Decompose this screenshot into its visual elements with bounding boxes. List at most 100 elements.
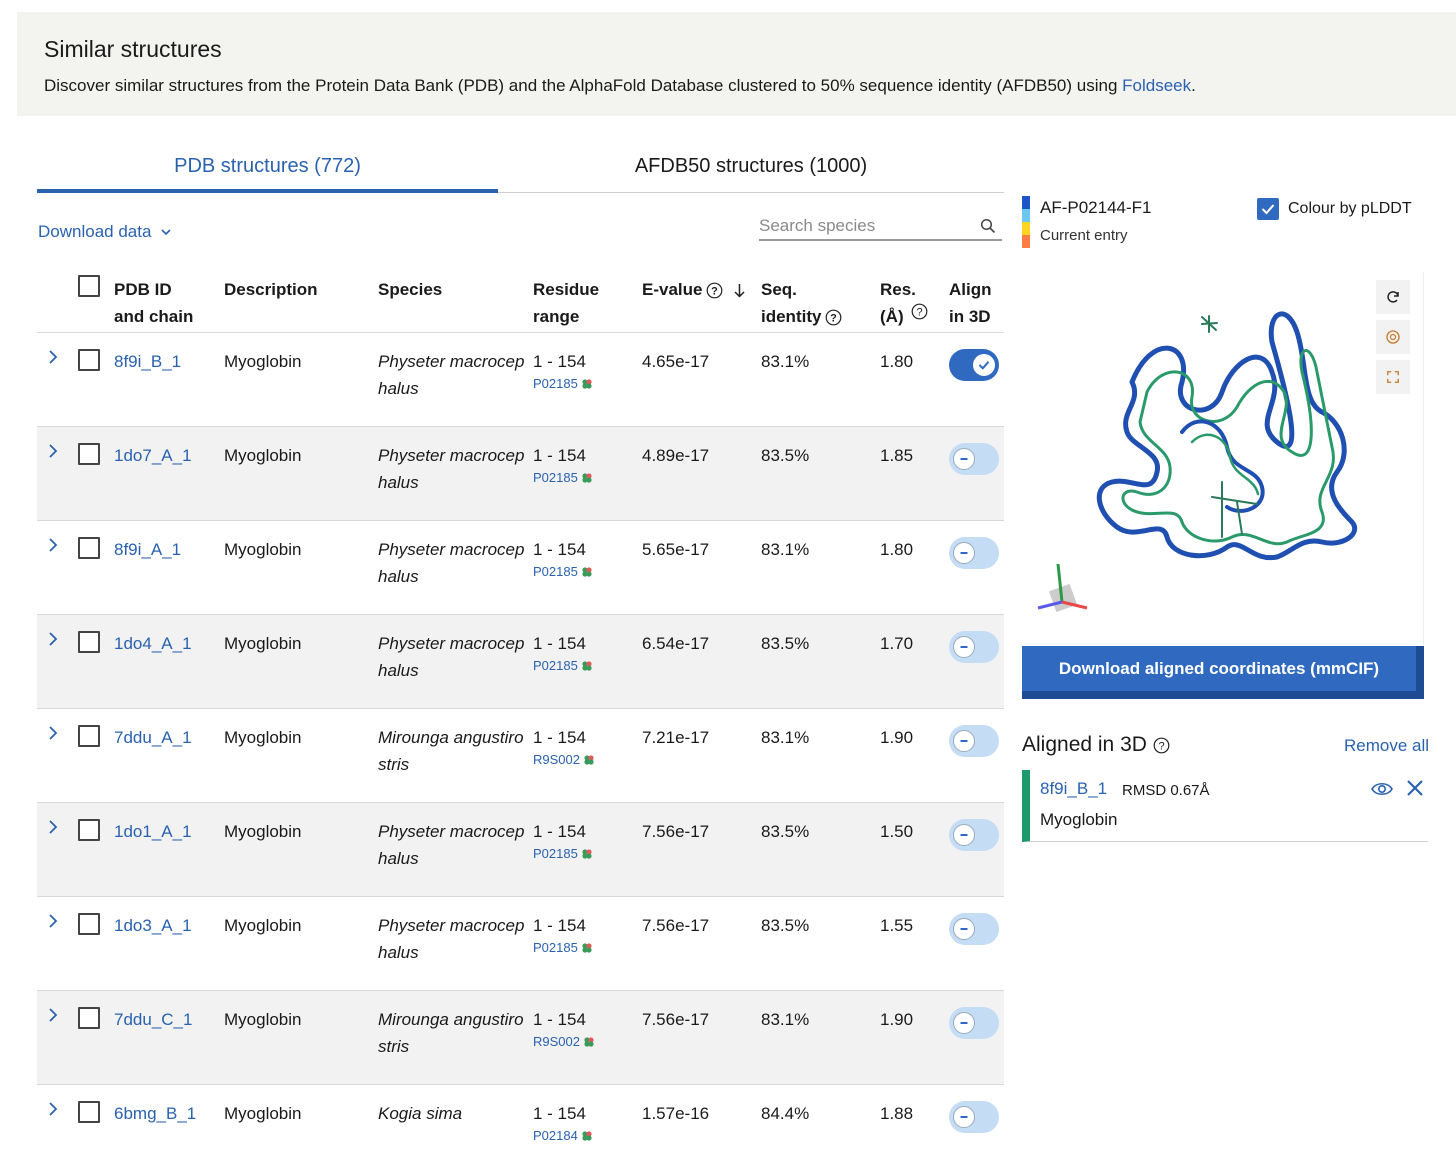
fullscreen-button[interactable] [1376, 360, 1410, 394]
pdb-id-link[interactable]: 1do1_A_1 [114, 822, 192, 841]
uniprot-link[interactable]: R9S002 [533, 1034, 595, 1049]
uniprot-link[interactable]: P02185 [533, 940, 593, 955]
description-cell: Myoglobin [224, 1010, 302, 1029]
row-select-checkbox[interactable] [78, 443, 100, 465]
foldseek-link[interactable]: Foldseek [1122, 76, 1192, 95]
resolution-cell: 1.90 [880, 728, 914, 747]
pdb-id-link[interactable]: 6bmg_B_1 [114, 1104, 197, 1123]
help-icon[interactable]: ? [825, 309, 842, 326]
refresh-icon [1387, 291, 1399, 303]
chevron-right-icon[interactable] [47, 1101, 59, 1117]
pdb-id-link[interactable]: 7ddu_C_1 [114, 1010, 193, 1029]
species-search [759, 213, 1002, 241]
uniprot-accession: P02185 [533, 658, 578, 673]
uniprot-accession: R9S002 [533, 1034, 580, 1049]
chevron-right-icon[interactable] [47, 913, 59, 929]
pdb-id-link[interactable]: 1do4_A_1 [114, 634, 192, 653]
uniprot-flower-icon [582, 660, 592, 671]
settings-button[interactable] [1376, 320, 1410, 354]
row-select-checkbox[interactable] [78, 725, 100, 747]
colour-by-plddt-checkbox[interactable] [1257, 198, 1279, 220]
description-cell: Myoglobin [224, 728, 302, 747]
close-icon[interactable] [1406, 779, 1424, 797]
align-3d-toggle[interactable] [949, 1007, 999, 1039]
uniprot-link[interactable]: P02185 [533, 658, 593, 673]
align-3d-toggle[interactable] [949, 1101, 999, 1133]
row-select-checkbox[interactable] [78, 913, 100, 935]
colour-by-plddt-label: Colour by pLDDT [1288, 200, 1412, 217]
row-select-checkbox[interactable] [78, 537, 100, 559]
uniprot-link[interactable]: P02185 [533, 470, 593, 485]
eye-icon[interactable] [1370, 780, 1394, 798]
pdb-id-link[interactable]: 1do7_A_1 [114, 446, 192, 465]
chevron-right-icon[interactable] [47, 537, 59, 553]
select-all-checkbox[interactable] [78, 275, 100, 297]
align-3d-toggle[interactable] [949, 349, 999, 381]
tab-afdb50-structures[interactable]: AFDB50 structures (1000) [634, 155, 868, 177]
uniprot-flower-icon [582, 378, 592, 389]
residue-range-cell: 1 - 154 [533, 822, 586, 841]
tab-pdb-structures[interactable]: PDB structures (772) [37, 140, 498, 193]
pdb-id-link[interactable]: 8f9i_B_1 [114, 352, 182, 371]
row-select-checkbox[interactable] [78, 819, 100, 841]
structure-3d-viewer[interactable] [1022, 272, 1424, 646]
chevron-right-icon[interactable] [47, 631, 59, 647]
align-3d-toggle[interactable] [949, 913, 999, 945]
minus-icon [960, 458, 968, 460]
uniprot-accession: P02185 [533, 846, 578, 861]
help-icon[interactable]: ? [1153, 737, 1170, 754]
species-cell: Physeter macrocephalus [378, 446, 525, 492]
download-aligned-coordinates-button[interactable]: Download aligned coordinates (mmCIF) [1022, 646, 1424, 699]
align-3d-toggle[interactable] [949, 537, 999, 569]
seq-identity-cell: 83.1% [761, 1010, 810, 1029]
species-cell: Physeter macrocephalus [378, 540, 525, 586]
table-row: 7ddu_C_1 Myoglobin Mirounga angustirostris… [37, 991, 1004, 1085]
chevron-right-icon[interactable] [47, 349, 59, 365]
banner-description: Discover similar structures from the Pro… [44, 76, 1196, 96]
uniprot-link[interactable]: P02184 [533, 1128, 593, 1143]
uniprot-link[interactable]: P02185 [533, 564, 593, 579]
uniprot-link[interactable]: P02185 [533, 376, 593, 391]
uniprot-link[interactable]: P02185 [533, 846, 593, 861]
pdb-id-link[interactable]: 8f9i_A_1 [114, 540, 182, 559]
description-cell: Myoglobin [224, 916, 302, 935]
resolution-cell: 1.50 [880, 822, 914, 841]
svg-text:?: ? [831, 313, 838, 325]
help-icon[interactable]: ? [911, 303, 928, 320]
chevron-right-icon[interactable] [47, 819, 59, 835]
remove-all-button[interactable]: Remove all [1344, 736, 1430, 755]
row-select-checkbox[interactable] [78, 1007, 100, 1029]
chevron-right-icon[interactable] [47, 725, 59, 741]
residue-range-cell: 1 - 154 [533, 446, 586, 465]
species-cell: Physeter macrocephalus [378, 352, 525, 398]
row-select-checkbox[interactable] [78, 1101, 100, 1123]
aligned-structure-id[interactable]: 8f9i_B_1 [1040, 779, 1108, 798]
sort-arrow-down-icon[interactable] [731, 282, 748, 299]
reset-view-button[interactable] [1376, 280, 1410, 314]
uniprot-accession: P02184 [533, 1128, 578, 1143]
align-3d-toggle[interactable] [949, 819, 999, 851]
search-input[interactable] [759, 213, 969, 239]
row-select-checkbox[interactable] [78, 349, 100, 371]
uniprot-flower-icon [582, 566, 592, 577]
description-cell: Myoglobin [224, 540, 302, 559]
chevron-right-icon[interactable] [47, 443, 59, 459]
help-icon[interactable]: ? [706, 282, 723, 299]
pdb-id-link[interactable]: 7ddu_A_1 [114, 728, 192, 747]
align-3d-toggle[interactable] [949, 631, 999, 663]
description-cell: Myoglobin [224, 1104, 302, 1123]
uniprot-flower-icon [582, 848, 592, 859]
species-cell: Physeter macrocephalus [378, 916, 525, 962]
align-3d-toggle[interactable] [949, 443, 999, 475]
evalue-label: E-value [642, 280, 703, 299]
pdb-id-link[interactable]: 1do3_A_1 [114, 916, 192, 935]
row-select-checkbox[interactable] [78, 631, 100, 653]
align-3d-toggle[interactable] [949, 725, 999, 757]
resolution-cell: 1.80 [880, 540, 914, 559]
column-evalue[interactable]: E-value? [642, 276, 748, 303]
search-icon[interactable] [980, 218, 996, 234]
uniprot-link[interactable]: R9S002 [533, 752, 595, 767]
chevron-right-icon[interactable] [47, 1007, 59, 1023]
download-data-button[interactable]: Download data [38, 222, 173, 242]
toggle-knob [953, 636, 975, 658]
